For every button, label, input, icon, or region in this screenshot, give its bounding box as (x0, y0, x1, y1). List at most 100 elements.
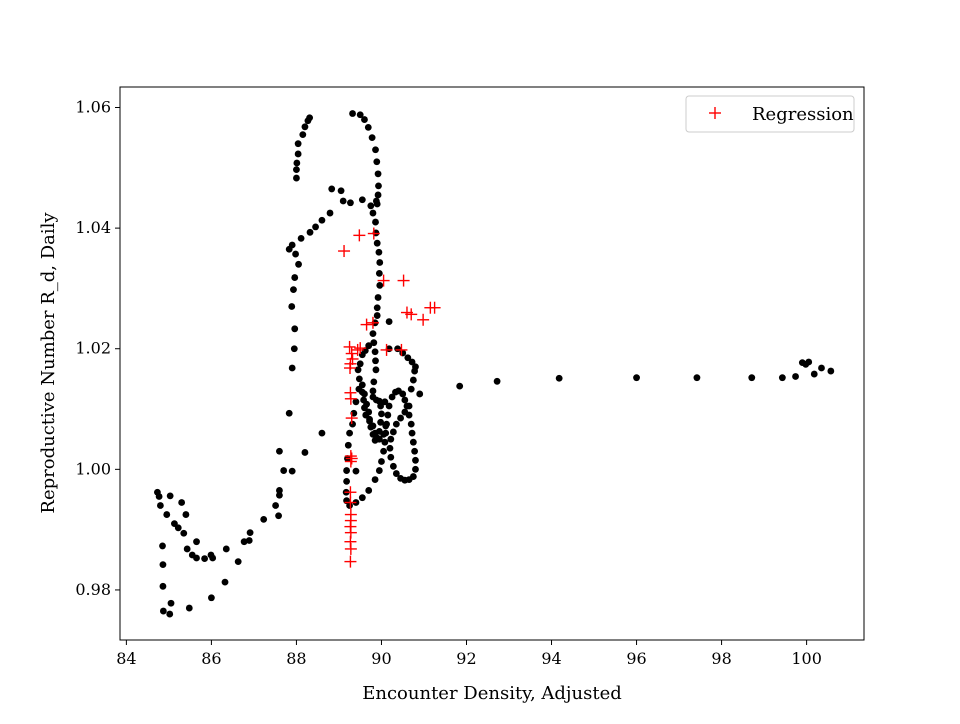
data-point (208, 594, 215, 602)
legend: Regression (685, 95, 855, 133)
data-point (285, 409, 293, 417)
data-point (306, 228, 314, 236)
data-point (291, 325, 299, 333)
data-point (288, 364, 296, 372)
data-point (356, 111, 364, 119)
data-point (167, 599, 175, 607)
data-point (358, 381, 366, 389)
data-point (318, 429, 326, 437)
data-point (349, 420, 356, 428)
data-point (364, 124, 372, 131)
data-point (389, 462, 397, 470)
x-tick-label: 98 (711, 649, 731, 668)
data-point (292, 250, 299, 258)
x-tick-label: 84 (116, 649, 136, 668)
data-point (166, 610, 174, 618)
data-point (328, 185, 336, 193)
data-point (380, 430, 387, 438)
data-point (370, 339, 378, 347)
regression-point (395, 343, 408, 356)
data-point (180, 529, 188, 537)
data-point (416, 390, 424, 398)
data-point (792, 373, 799, 380)
data-point (376, 259, 384, 266)
plot-area-frame (119, 86, 865, 641)
data-point (295, 260, 302, 268)
regression-point (343, 340, 356, 353)
data-point (326, 209, 334, 217)
data-point (156, 502, 164, 509)
regression-point (345, 347, 358, 360)
data-point (306, 114, 314, 122)
data-point (827, 367, 835, 375)
data-point (411, 447, 419, 455)
data-point (193, 554, 200, 562)
data-point (288, 303, 296, 310)
regression-point (344, 362, 357, 375)
data-point (349, 110, 356, 117)
data-point (378, 458, 385, 465)
data-point (778, 374, 786, 382)
regression-point (417, 313, 430, 326)
regression-point (360, 318, 373, 331)
data-point (288, 241, 296, 249)
data-point (346, 502, 353, 509)
data-point (318, 216, 326, 224)
data-point (369, 330, 377, 338)
data-point (407, 385, 415, 393)
data-point (301, 449, 309, 456)
y-tick-label: 1.00 (75, 459, 111, 478)
data-point (290, 286, 297, 294)
data-point (408, 429, 416, 437)
data-point (375, 182, 382, 190)
data-point (373, 239, 381, 247)
data-point (397, 474, 404, 482)
data-point (401, 408, 409, 416)
data-point (375, 467, 383, 474)
data-point (405, 402, 413, 410)
data-point (374, 191, 382, 199)
data-point (297, 234, 305, 242)
data-point (361, 390, 368, 398)
data-point (339, 197, 347, 205)
regression-point (338, 245, 351, 258)
regression-point (345, 412, 358, 425)
data-point (290, 345, 298, 353)
x-tick-label: 90 (371, 649, 391, 668)
data-point (368, 134, 376, 142)
data-point (372, 146, 379, 154)
data-point (381, 398, 389, 406)
data-point (378, 410, 385, 418)
data-point (178, 499, 186, 506)
data-point (301, 123, 309, 131)
data-point (365, 487, 373, 494)
data-point (221, 578, 229, 586)
data-point (260, 515, 268, 523)
legend-label-regression: Regression (752, 104, 854, 125)
data-point (355, 375, 363, 383)
data-point (352, 398, 360, 406)
data-point (367, 202, 375, 210)
data-point (412, 456, 419, 464)
data-point (354, 366, 362, 374)
data-point (380, 447, 387, 455)
data-point (276, 491, 283, 499)
data-point (394, 345, 402, 353)
data-point (312, 223, 319, 231)
data-point (246, 529, 254, 537)
regression-point (344, 455, 357, 468)
data-point (358, 196, 366, 204)
data-point (280, 467, 288, 474)
data-point (240, 538, 248, 546)
data-point (399, 390, 407, 398)
regression-point (344, 486, 357, 499)
data-point (810, 370, 818, 378)
data-point (377, 402, 385, 410)
x-axis-label: Encounter Density, Adjusted (362, 683, 622, 704)
regression-series (338, 227, 441, 568)
data-point (555, 374, 563, 382)
data-point (276, 487, 283, 494)
data-point (294, 150, 302, 158)
data-point (372, 366, 380, 374)
data-point (374, 294, 382, 301)
